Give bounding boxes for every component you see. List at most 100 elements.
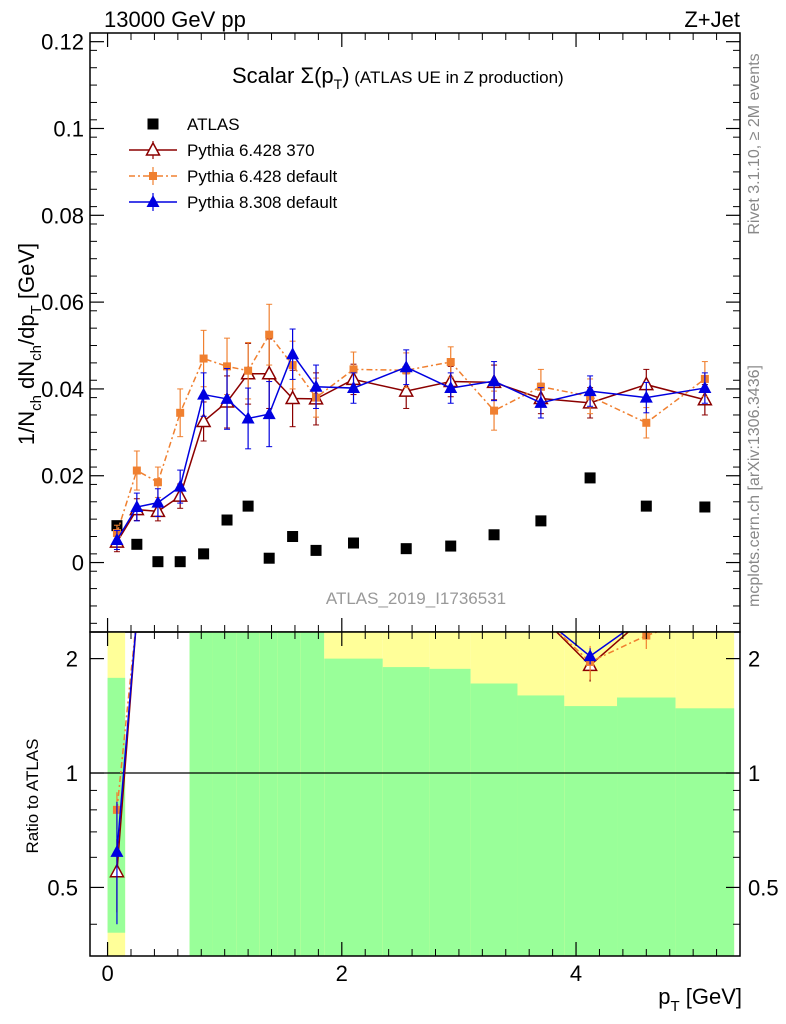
- legend-label-1: Pythia 6.428 370: [187, 141, 315, 160]
- series-0-point-10: [348, 537, 360, 549]
- ratio-tick-label-right-0: 0.5: [748, 875, 779, 900]
- series-0-point-16: [640, 500, 652, 512]
- x-tick-label-0: 0: [101, 961, 113, 986]
- series-3-point-11: [399, 360, 413, 373]
- ratio-band-inner-16: [617, 697, 676, 956]
- ratio-band-inner-10: [324, 658, 383, 956]
- series-3-point-3: [173, 479, 187, 492]
- ratio-band-inner-13: [470, 683, 518, 956]
- series-2-point-4: [199, 354, 208, 363]
- ratio-band-inner-5: [212, 632, 237, 956]
- ratio-band-inner-14: [517, 695, 565, 956]
- series-0-point-11: [400, 543, 412, 555]
- y-axis-label: 1/Nch dNch/dpT [GeV]: [14, 243, 45, 445]
- series-0-point-3: [174, 556, 186, 568]
- legend-marker-0: [147, 118, 159, 130]
- series-0-point-2: [152, 556, 164, 568]
- legend: ATLAS Pythia 6.428 370 Pythia 6.428 defaul…: [129, 115, 338, 212]
- series-2-point-13: [490, 406, 499, 415]
- series-3-point-12: [444, 381, 458, 394]
- y-tick-label-1: 0.02: [41, 464, 84, 489]
- y-tick-label-5: 0.1: [53, 116, 84, 141]
- series-3-point-15: [583, 384, 597, 397]
- x-axis-label: pT [GeV]: [658, 984, 742, 1015]
- series-3-point-9: [309, 379, 323, 392]
- ratio-tick-label-0: 0.5: [47, 875, 78, 900]
- x-tick-label-1: 2: [336, 961, 348, 986]
- ratio-band-inner-12: [429, 668, 471, 956]
- series-2-point-3: [176, 408, 185, 417]
- y-tick-label-6: 0.12: [41, 30, 84, 55]
- y-tick-label-0: 0: [72, 551, 84, 576]
- main-panel-series: [109, 303, 713, 568]
- series-2-point-10: [349, 365, 358, 374]
- ratio-panel-series: [90, 632, 740, 925]
- series-3-point-7: [262, 407, 276, 420]
- series-1-point-11: [398, 382, 414, 397]
- series-1-point-7: [261, 365, 277, 380]
- chart-title: Scalar Σ(pT) (ATLAS UE in Z production): [232, 63, 564, 92]
- series-0-point-15: [584, 472, 596, 484]
- series-0-point-5: [221, 514, 233, 526]
- main-panel-axes: 0 0.02 0.04 0.06 0.08 0.1 0.12: [41, 30, 741, 633]
- rivet-version-label: Rivet 3.1.10, ≥ 2M events: [746, 53, 763, 234]
- ratio-band-inner-11: [382, 667, 430, 956]
- series-2-point-6: [244, 366, 253, 375]
- series-2-point-12: [446, 358, 455, 367]
- series-3-ratio-point-0: [110, 844, 124, 857]
- series-2-point-1: [132, 466, 141, 475]
- ratio-band-inner-15: [564, 706, 618, 956]
- series-0-point-13: [488, 529, 500, 541]
- ratio-tick-label-right-1: 1: [748, 761, 760, 786]
- series-0-point-12: [445, 540, 457, 552]
- ratio-tick-label-2: 2: [66, 647, 78, 672]
- series-2-point-5: [223, 362, 232, 371]
- series-0-point-17: [699, 501, 711, 513]
- series-1-point-8: [284, 389, 301, 405]
- series-0-point-9: [310, 544, 322, 556]
- legend-marker-3: [146, 195, 160, 207]
- y-tick-label-3: 0.06: [41, 290, 84, 315]
- series-0-point-1: [131, 538, 143, 550]
- series-3-point-17: [698, 381, 712, 394]
- mcplots-reference-label: mcplots.cern.ch [arXiv:1306.3436]: [746, 365, 763, 607]
- y-tick-label-4: 0.08: [41, 203, 84, 228]
- series-2-point-14: [536, 382, 545, 391]
- ratio-band-inner-4: [189, 632, 213, 956]
- y-tick-label-2: 0.04: [41, 377, 84, 402]
- analysis-watermark: ATLAS_2019_I1736531: [326, 589, 506, 608]
- ratio-panel-axes: 0 2 4 0.5 0.5 1 1 2 2: [47, 631, 779, 986]
- legend-label-2: Pythia 6.428 default: [187, 167, 338, 186]
- series-3-point-4: [197, 387, 211, 400]
- ratio-band-inner-8: [277, 632, 301, 956]
- series-0-point-7: [263, 552, 275, 564]
- series-3-point-6: [241, 411, 255, 424]
- series-3-ratio-point-15: [583, 649, 597, 662]
- series-3-point-8: [286, 347, 300, 360]
- ratio-band-inner-6: [236, 632, 260, 956]
- series-3-point-1: [130, 499, 144, 512]
- series-3-point-0: [110, 532, 124, 545]
- series-3-point-14: [534, 395, 548, 408]
- series-0-point-14: [535, 515, 547, 527]
- series-0-point-4: [198, 548, 210, 560]
- series-2-point-7: [265, 330, 274, 339]
- ratio-band-inner-9: [300, 632, 325, 956]
- ratio-tick-label-1: 1: [66, 761, 78, 786]
- ratio-tick-label-right-2: 2: [748, 647, 760, 672]
- ratio-band-inner-7: [259, 632, 278, 956]
- series-2-point-2: [153, 478, 162, 487]
- ratio-uncertainty-bands: [107, 632, 735, 956]
- series-2-line: [116, 333, 706, 534]
- ratio-band-inner-17: [675, 708, 735, 956]
- series-3-point-2: [151, 495, 165, 508]
- series-0-point-8: [287, 531, 299, 543]
- legend-label-3: Pythia 8.308 default: [187, 193, 338, 212]
- ratio-y-axis-label: Ratio to ATLAS: [23, 739, 42, 854]
- series-2-point-16: [642, 418, 651, 427]
- header-process-label: Z+Jet: [684, 7, 740, 32]
- legend-marker-1: [145, 141, 161, 156]
- header-collision-label: 13000 GeV pp: [104, 7, 246, 32]
- series-1-point-4: [195, 412, 212, 428]
